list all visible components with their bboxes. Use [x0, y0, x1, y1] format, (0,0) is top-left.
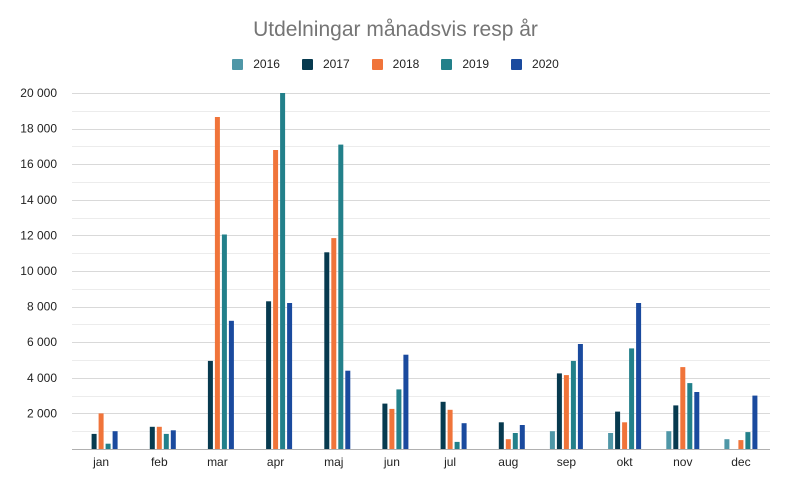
x-tick-label-jul: jul [443, 455, 456, 469]
bar-apr-2019[interactable] [280, 93, 286, 449]
bar-nov-2017[interactable] [673, 405, 679, 449]
bar-jul-2018[interactable] [447, 409, 453, 449]
bar-feb-2020[interactable] [170, 430, 176, 449]
bar-jun-2018[interactable] [389, 408, 395, 449]
bar-mar-2020[interactable] [228, 320, 234, 449]
bar-jun-2019[interactable] [396, 389, 402, 449]
legend-item-2017[interactable]: 2017 [301, 57, 350, 71]
x-tick-label-nov: nov [673, 455, 692, 469]
x-tick-label-jan: jan [92, 455, 109, 469]
bar-sep-2016[interactable] [549, 431, 555, 449]
y-tick-label: 6 000 [27, 335, 57, 349]
bar-feb-2018[interactable] [156, 426, 162, 450]
legend-swatch-2018 [371, 58, 383, 70]
bar-jan-2018[interactable] [98, 413, 104, 449]
bar-dec-2019[interactable] [745, 432, 751, 449]
bar-nov-2020[interactable] [694, 392, 700, 449]
bar-jan-2019[interactable] [105, 443, 111, 449]
bar-jun-2020[interactable] [403, 354, 409, 449]
bar-sep-2019[interactable] [570, 360, 576, 449]
bar-okt-2017[interactable] [615, 411, 621, 449]
y-tick-label: 20 000 [20, 86, 57, 100]
bar-maj-2019[interactable] [338, 144, 344, 449]
bar-dec-2020[interactable] [752, 395, 758, 449]
x-tick-label-dec: dec [731, 455, 750, 469]
legend-swatch-2017 [301, 58, 313, 70]
bar-jan-2020[interactable] [112, 431, 118, 449]
bar-sep-2018[interactable] [563, 375, 569, 449]
chart-title: Utdelningar månadsvis resp år [253, 18, 538, 41]
y-axis-tick-labels: 2 000 4 000 6 000 8 000 10 000 12 000 14 000 16… [20, 86, 57, 420]
bar-jul-2019[interactable] [454, 441, 460, 449]
bar-jul-2020[interactable] [461, 423, 467, 449]
legend-item-2016[interactable]: 2016 [232, 57, 280, 71]
bar-apr-2018[interactable] [273, 150, 279, 449]
bar-okt-2020[interactable] [636, 303, 642, 449]
legend-label-2018: 2018 [392, 57, 420, 71]
y-tick-label: 14 000 [20, 193, 57, 207]
legend-label-2017: 2017 [322, 57, 350, 71]
legend-item-2019[interactable]: 2019 [441, 57, 489, 71]
bar-dec-2018[interactable] [738, 440, 744, 449]
bar-feb-2017[interactable] [149, 426, 155, 450]
x-tick-label-feb: feb [151, 455, 168, 469]
bar-okt-2019[interactable] [629, 348, 635, 449]
bar-maj-2020[interactable] [345, 370, 351, 449]
legend-swatch-2016 [232, 58, 244, 70]
legend: 2016 2017 2018 2019 2020 [0, 57, 791, 71]
bar-jun-2017[interactable] [382, 403, 388, 449]
x-tick-label-okt: okt [617, 455, 634, 469]
bar-okt-2018[interactable] [622, 422, 628, 449]
legend-item-2018[interactable]: 2018 [371, 57, 420, 71]
legend-label-2016: 2016 [253, 57, 280, 71]
bar-dec-2016[interactable] [724, 439, 730, 449]
legend-label-2020: 2020 [532, 57, 559, 71]
x-tick-label-aug: aug [498, 455, 518, 469]
x-tick-label-maj: maj [324, 455, 343, 469]
bar-jan-2017[interactable] [91, 433, 97, 449]
y-tick-label: 2 000 [27, 406, 57, 420]
y-tick-label: 18 000 [20, 122, 57, 136]
bar-apr-2017[interactable] [266, 301, 272, 449]
x-tick-label-sep: sep [557, 455, 577, 469]
bar-sep-2020[interactable] [577, 344, 583, 449]
bar-aug-2017[interactable] [498, 422, 504, 449]
x-tick-label-mar: mar [207, 455, 228, 469]
y-tick-label: 10 000 [20, 264, 57, 278]
legend-label-2019: 2019 [462, 57, 490, 71]
y-tick-label: 8 000 [27, 300, 57, 314]
bars [91, 93, 758, 450]
legend-item-2020[interactable]: 2020 [511, 57, 559, 71]
bar-feb-2019[interactable] [163, 433, 169, 449]
legend-swatch-2020 [511, 58, 523, 70]
bar-aug-2020[interactable] [519, 425, 525, 449]
bar-maj-2017[interactable] [324, 252, 330, 449]
y-tick-label: 12 000 [20, 228, 57, 242]
bar-jul-2017[interactable] [440, 401, 446, 449]
y-tick-label: 4 000 [27, 371, 57, 385]
x-axis-tick-labels: jan feb mar apr maj jun jul aug sep okt nov dec [92, 455, 750, 469]
x-tick-label-apr: apr [267, 455, 284, 469]
bar-aug-2018[interactable] [505, 439, 511, 449]
bar-aug-2019[interactable] [512, 433, 518, 449]
legend-swatch-2019 [441, 58, 453, 70]
bar-okt-2016[interactable] [608, 433, 614, 449]
gridlines [72, 93, 770, 450]
y-tick-label: 16 000 [20, 157, 57, 171]
x-tick-label-jun: jun [383, 455, 400, 469]
bar-mar-2018[interactable] [214, 117, 220, 449]
bar-maj-2018[interactable] [331, 238, 337, 449]
bar-nov-2019[interactable] [687, 383, 693, 449]
bar-mar-2019[interactable] [221, 234, 227, 450]
bar-nov-2018[interactable] [680, 367, 686, 449]
bar-nov-2016[interactable] [666, 431, 672, 449]
bar-apr-2020[interactable] [287, 303, 293, 449]
bar-mar-2017[interactable] [207, 360, 213, 449]
bar-sep-2017[interactable] [556, 373, 562, 449]
